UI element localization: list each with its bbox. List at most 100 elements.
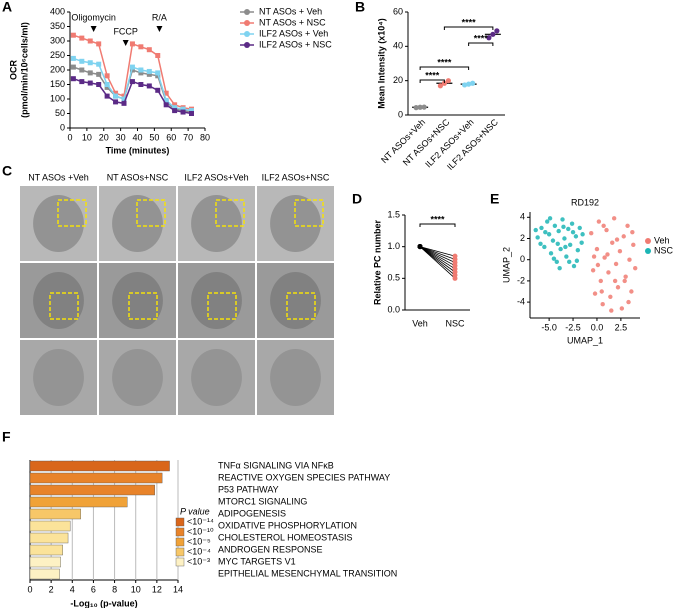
point: [87, 60, 93, 66]
significance-label: ****: [437, 57, 452, 67]
x-tick-label: -2.5: [565, 322, 581, 332]
zoom-box: [49, 292, 79, 320]
cell: [33, 272, 84, 329]
point: [70, 64, 76, 70]
pair-line: [419, 246, 456, 279]
point: [486, 35, 492, 41]
x-tick-label: 10: [82, 132, 92, 142]
x-tick-label: 80: [200, 132, 210, 142]
y-tick-label: 40: [393, 41, 403, 51]
point: [614, 237, 620, 242]
zoom-box: [207, 292, 237, 320]
y-tick-label: 0: [398, 109, 403, 119]
point: [622, 278, 627, 284]
point: [625, 223, 630, 228]
column-label: NT ASOs +Veh: [28, 172, 89, 182]
y-tick-label: 300: [50, 35, 65, 45]
legend-label: Veh: [654, 235, 670, 245]
legend-marker: [244, 9, 250, 15]
point: [563, 244, 568, 250]
point: [630, 229, 635, 235]
point: [87, 70, 93, 76]
point: [155, 53, 161, 58]
x-tick-label: 50: [149, 132, 159, 142]
x-axis-label: UMAP_1: [567, 335, 603, 345]
point: [417, 244, 423, 250]
point: [535, 235, 540, 240]
significance-bracket: [443, 26, 494, 30]
x-axis-label: Time (minutes): [106, 145, 170, 155]
cell: [270, 272, 321, 329]
legend-marker: [645, 248, 651, 254]
category-label: ANDROGEN RESPONSE: [218, 544, 323, 554]
pair-line: [419, 246, 456, 267]
point: [533, 227, 538, 233]
point: [70, 55, 76, 61]
x-tick-label: 12: [152, 584, 162, 594]
significance-bracket: [419, 66, 470, 70]
y-tick-label: -4: [517, 296, 525, 306]
legend-marker: [645, 238, 651, 244]
point: [554, 259, 559, 265]
legend-swatch: [175, 537, 185, 547]
point: [79, 35, 85, 41]
point: [437, 83, 443, 89]
point: [180, 106, 186, 112]
point: [104, 84, 110, 90]
bar: [29, 508, 81, 520]
y-tick-label: 0: [520, 254, 525, 264]
point: [596, 219, 602, 224]
legend-label: <10⁻⁴: [187, 546, 211, 556]
point: [598, 278, 603, 284]
point: [605, 252, 610, 257]
category-label: MYC TARGETS V1: [218, 556, 296, 566]
point: [610, 240, 615, 245]
significance-label: ****: [462, 17, 477, 27]
pair-line: [419, 246, 456, 257]
point: [113, 90, 119, 96]
y-tick-label: 4: [520, 212, 525, 222]
point: [138, 82, 144, 87]
bar: [29, 544, 63, 556]
point: [413, 105, 419, 111]
legend-swatch: [175, 547, 185, 557]
point: [617, 249, 623, 254]
point: [539, 225, 544, 231]
point: [556, 228, 561, 234]
zoom-box: [128, 292, 158, 320]
point: [163, 102, 169, 108]
point: [589, 231, 594, 236]
point: [623, 274, 628, 279]
point: [627, 257, 632, 262]
point: [104, 73, 110, 79]
point: [96, 71, 102, 77]
point: [172, 108, 178, 114]
y-tick-label: 250: [50, 50, 65, 60]
y-tick-label: 0.0: [387, 304, 400, 314]
point: [542, 244, 547, 250]
x-tick-label: 0: [27, 584, 32, 594]
point: [567, 242, 573, 248]
bar: [29, 532, 69, 544]
point: [470, 80, 476, 86]
legend-label: NSC: [654, 245, 674, 255]
point: [611, 216, 617, 221]
category-label: EPITHELIAL MESENCHYMAL TRANSITION: [218, 568, 397, 578]
x-tick-label: NSC: [445, 318, 465, 328]
annotation: FCCP: [113, 26, 138, 36]
y-tick-label: 1.0: [387, 241, 400, 251]
significance-label: ****: [425, 70, 440, 80]
y-tick-label: 150: [50, 79, 65, 89]
significance-bracket: [419, 223, 456, 227]
point: [564, 254, 569, 259]
x-tick-label: 20: [99, 132, 109, 142]
panel-label: A: [2, 0, 12, 15]
x-tick-label: 4: [70, 584, 75, 594]
point: [79, 67, 85, 73]
y-tick-label: 0: [60, 122, 65, 132]
point: [604, 227, 609, 233]
point: [79, 79, 85, 85]
x-tick-label: 10: [131, 584, 141, 594]
point: [96, 41, 102, 47]
